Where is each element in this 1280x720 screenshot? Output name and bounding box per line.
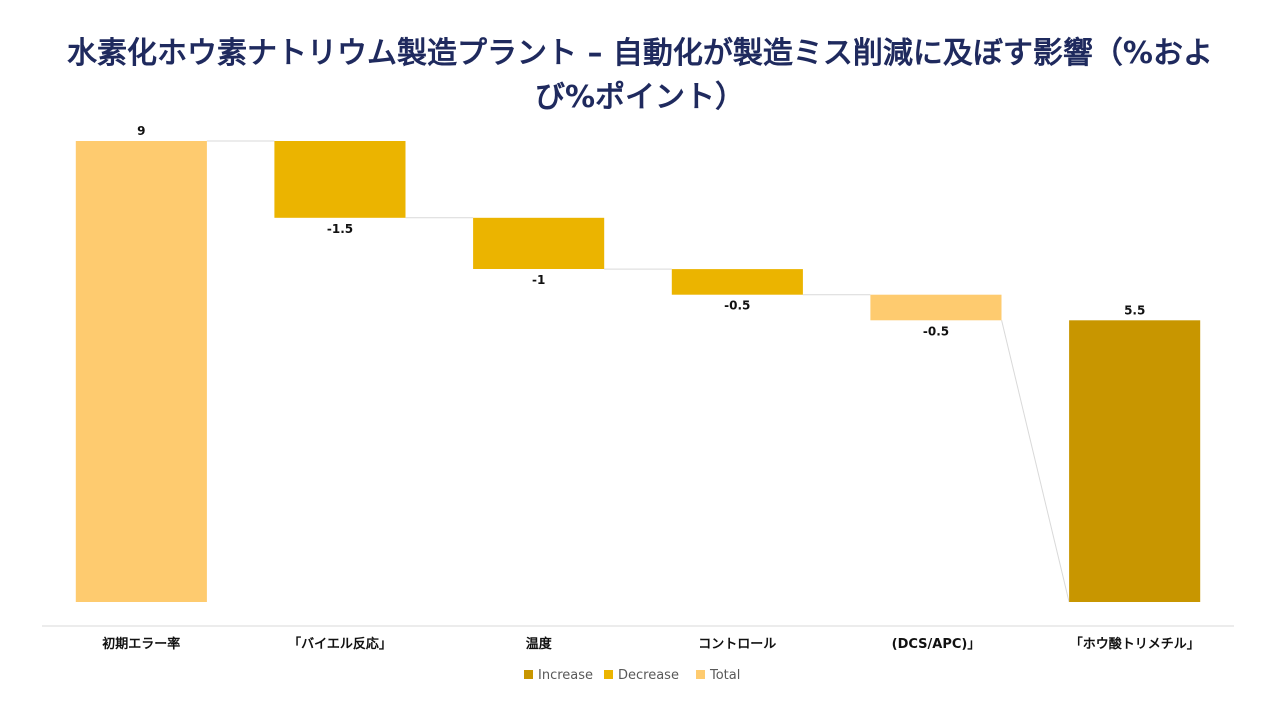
chart-title: 水素化ホウ素ナトリウム製造プラント – 自動化が製造ミス削減に及ぼす影響（%およ… [67, 36, 1213, 115]
bar-2 [274, 141, 406, 218]
data-label-2: -1.5 [327, 222, 353, 236]
legend-swatch-total [696, 670, 705, 679]
legend-label-decrease: Decrease [618, 668, 679, 683]
data-label-6: 5.5 [1124, 303, 1145, 317]
connector-5 [1001, 320, 1070, 603]
legend: Increase Decrease Total [524, 668, 740, 683]
bar-4 [671, 269, 803, 295]
category-label-1: 初期エラー率 [102, 636, 180, 652]
data-label-5: -0.5 [923, 324, 949, 338]
data-label-1: 9 [137, 124, 145, 138]
bar-3 [473, 217, 605, 269]
bar-6 [1069, 320, 1201, 602]
legend-swatch-increase [524, 670, 533, 679]
category-label-5: (DCS/APC)」 [892, 637, 981, 652]
data-label-4: -0.5 [724, 299, 750, 313]
category-label-6: 「ホウ酸トリメチル」 [1070, 636, 1200, 652]
bars [75, 141, 1201, 602]
data-labels: 9 -1.5 -1 -0.5 -0.5 5.5 [137, 124, 1145, 338]
bar-5 [870, 294, 1002, 321]
connector-lines [206, 140, 1070, 603]
legend-label-total: Total [709, 668, 740, 683]
category-labels: 初期エラー率 「バイエル反応」 温度 コントロール (DCS/APC)」 「ホウ酸トリメチ… [102, 636, 1199, 652]
data-label-3: -1 [532, 273, 545, 287]
category-label-2: 「バイエル反応」 [288, 636, 392, 652]
category-label-3: 温度 [526, 636, 553, 652]
bar-1 [75, 141, 207, 602]
legend-swatch-decrease [604, 670, 613, 679]
category-label-4: コントロール [698, 637, 776, 652]
legend-label-increase: Increase [538, 668, 593, 683]
